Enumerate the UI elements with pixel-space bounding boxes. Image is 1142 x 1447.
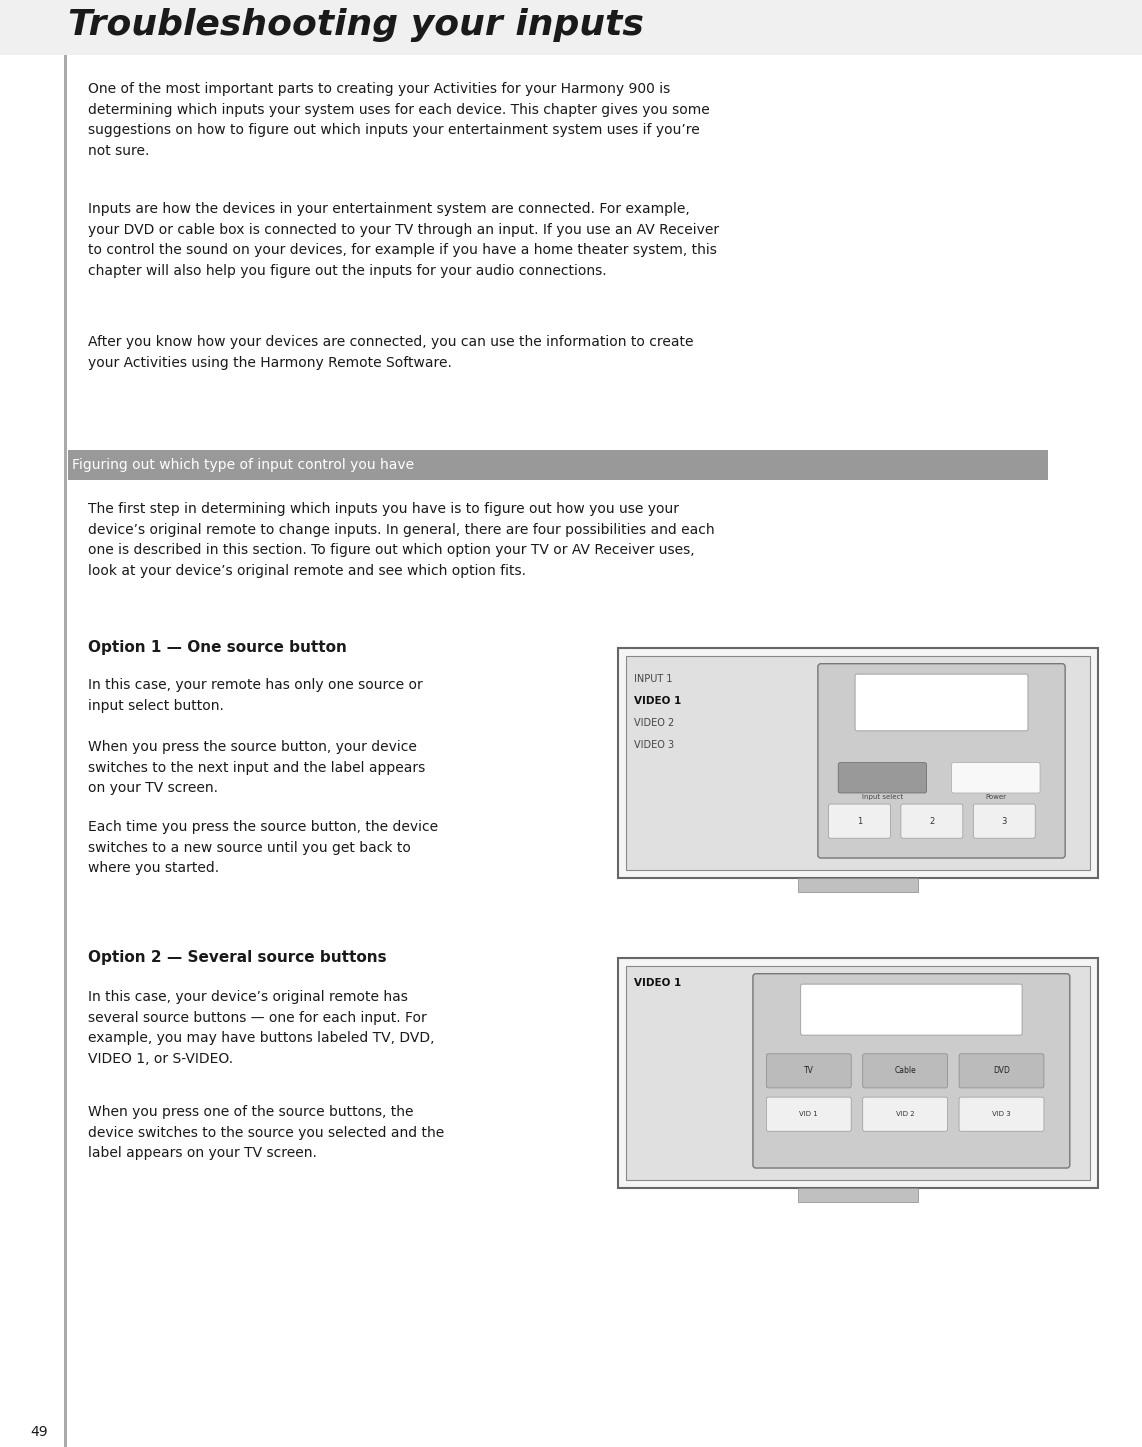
Bar [798,1188,918,1202]
Text: Power: Power [986,794,1006,800]
FancyBboxPatch shape [959,1097,1044,1132]
Text: VID 1: VID 1 [799,1111,818,1117]
FancyBboxPatch shape [862,1053,948,1088]
Bar [798,878,918,891]
FancyBboxPatch shape [753,974,1070,1168]
Text: Inputs are how the devices in your entertainment system are connected. For examp: Inputs are how the devices in your enter… [88,203,719,278]
Text: TV: TV [804,1066,814,1075]
FancyBboxPatch shape [818,664,1065,858]
FancyBboxPatch shape [959,1053,1044,1088]
Text: Input select: Input select [862,794,903,800]
Bar [64,0,67,1447]
Text: Option 1 — One source button: Option 1 — One source button [88,640,347,655]
Bar [626,967,1089,1179]
FancyBboxPatch shape [829,805,891,838]
Text: DVD: DVD [994,1066,1010,1075]
FancyBboxPatch shape [973,805,1035,838]
Text: VIDEO 2: VIDEO 2 [634,718,674,728]
Text: Each time you press the source button, the device
switches to a new source until: Each time you press the source button, t… [88,820,439,875]
FancyBboxPatch shape [838,763,926,793]
FancyBboxPatch shape [901,805,963,838]
Text: VIDEO 3: VIDEO 3 [634,739,674,750]
Text: VIDEO 1: VIDEO 1 [634,978,682,988]
Bar [626,655,1089,870]
Text: In this case, your remote has only one source or
input select button.: In this case, your remote has only one s… [88,679,423,712]
Text: 3: 3 [1002,816,1007,826]
Text: VIDEO 1: VIDEO 1 [634,696,682,706]
Text: One of the most important parts to creating your Activities for your Harmony 900: One of the most important parts to creat… [88,82,709,158]
Bar [69,450,1048,480]
Text: 2: 2 [930,816,934,826]
FancyBboxPatch shape [766,1053,851,1088]
Text: Troubleshooting your inputs: Troubleshooting your inputs [69,9,644,42]
Text: 49: 49 [30,1425,48,1438]
FancyBboxPatch shape [766,1097,851,1132]
Bar [618,648,1097,878]
Text: VID 3: VID 3 [992,1111,1011,1117]
Text: When you press one of the source buttons, the
device switches to the source you : When you press one of the source buttons… [88,1106,444,1160]
Bar [618,958,1097,1188]
FancyBboxPatch shape [862,1097,948,1132]
Text: INPUT 1: INPUT 1 [634,674,673,684]
Text: The first step in determining which inputs you have is to figure out how you use: The first step in determining which inpu… [88,502,715,577]
Text: 1: 1 [856,816,862,826]
Bar [0,0,1142,55]
Text: VID 2: VID 2 [895,1111,915,1117]
Text: When you press the source button, your device
switches to the next input and the: When you press the source button, your d… [88,739,425,796]
FancyBboxPatch shape [801,984,1022,1035]
Text: Cable: Cable [894,1066,916,1075]
Text: Figuring out which type of input control you have: Figuring out which type of input control… [72,459,415,472]
Text: Option 2 — Several source buttons: Option 2 — Several source buttons [88,951,387,965]
FancyBboxPatch shape [951,763,1040,793]
Text: In this case, your device’s original remote has
several source buttons — one for: In this case, your device’s original rem… [88,990,434,1066]
Text: After you know how your devices are connected, you can use the information to cr: After you know how your devices are conn… [88,336,693,369]
FancyBboxPatch shape [855,674,1028,731]
